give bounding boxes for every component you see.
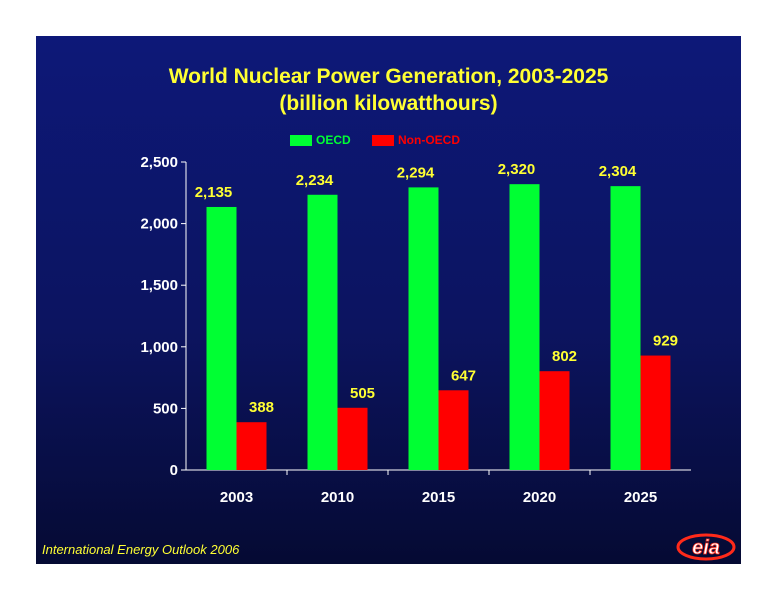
bar-oecd-2020	[509, 184, 540, 470]
y-tick-label: 1,500	[140, 277, 178, 294]
y-tick-label: 2,000	[140, 216, 178, 233]
x-tick-label: 2015	[422, 489, 455, 506]
legend-item-non-oecd: Non-OECD	[372, 132, 460, 148]
x-tick-label: 2003	[220, 489, 253, 506]
bar-non-oecd-2015	[438, 390, 469, 470]
bar-non-oecd-2020	[539, 371, 570, 470]
data-label: 2,294	[397, 164, 435, 181]
logo-text: eia	[692, 537, 720, 559]
legend-label-oecd: OECD	[316, 133, 351, 147]
footer-source: International Energy Outlook 2006	[42, 542, 240, 557]
chart-subtitle: (billion kilowatthours)	[279, 92, 498, 115]
x-tick-label: 2025	[624, 489, 657, 506]
x-tick-label: 2020	[523, 489, 556, 506]
bar-oecd-2003	[206, 206, 237, 470]
chart-title: World Nuclear Power Generation, 2003-202…	[168, 65, 609, 88]
bar-non-oecd-2025	[640, 355, 671, 470]
y-tick-label: 0	[170, 462, 178, 479]
y-tick-label: 500	[153, 400, 178, 417]
legend-label-non-oecd: Non-OECD	[398, 133, 460, 147]
data-label: 929	[653, 333, 678, 350]
data-label: 388	[249, 399, 274, 416]
bar-non-oecd-2003	[236, 422, 267, 470]
data-label: 2,320	[498, 161, 536, 178]
data-label: 647	[451, 367, 476, 384]
data-label: 505	[350, 385, 375, 402]
chart-slide: World Nuclear Power Generation, 2003-202…	[36, 36, 741, 564]
y-tick-label: 2,500	[140, 154, 178, 171]
legend-swatch-non-oecd	[372, 134, 394, 146]
y-tick-label: 1,000	[140, 339, 178, 356]
legend-swatch-oecd	[290, 134, 312, 146]
data-label: 2,234	[296, 172, 334, 189]
bar-oecd-2015	[408, 187, 439, 470]
data-label: 802	[552, 348, 577, 365]
bar-non-oecd-2010	[337, 407, 368, 470]
x-tick-label: 2010	[321, 489, 354, 506]
bar-oecd-2010	[307, 194, 338, 471]
bar-chart: 0 500 1,000 1,500 2,000 2,500 2,135 388 2003 2,23…	[140, 154, 691, 506]
legend-item-oecd: OECD	[290, 132, 351, 148]
bar-oecd-2025	[610, 186, 641, 470]
eia-logo: eia	[676, 533, 736, 561]
data-label: 2,304	[599, 163, 637, 180]
data-label: 2,135	[195, 184, 233, 201]
